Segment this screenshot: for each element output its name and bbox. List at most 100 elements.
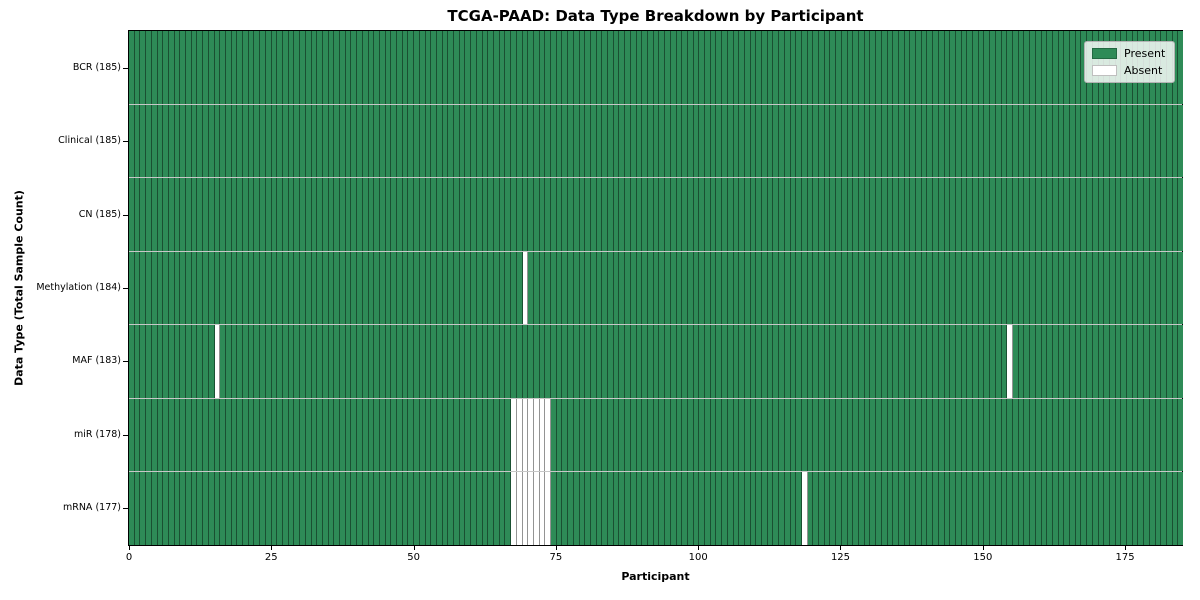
heatmap-cell	[311, 325, 318, 398]
heatmap-cell	[482, 398, 489, 472]
heatmap-cell	[294, 251, 301, 325]
heatmap-cell	[699, 472, 706, 546]
heatmap-cell	[1018, 472, 1025, 546]
heatmap-cell	[568, 325, 574, 398]
heatmap-cell	[1047, 325, 1053, 398]
heatmap-cell	[328, 104, 335, 178]
heatmap-cell	[642, 325, 648, 398]
heatmap-cell	[613, 472, 620, 546]
heatmap-cell	[665, 31, 671, 104]
heatmap-cell	[288, 178, 295, 251]
heatmap-cell	[1081, 104, 1088, 178]
heatmap-cell	[870, 251, 877, 325]
heatmap-cell	[260, 325, 266, 398]
heatmap-cell	[311, 104, 318, 178]
x-tick-label: 150	[973, 552, 993, 563]
heatmap-cell	[625, 398, 631, 472]
heatmap-cell	[830, 178, 837, 251]
chart-title: TCGA-PAAD: Data Type Breakdown by Partic…	[447, 7, 864, 25]
heatmap-cell	[619, 251, 626, 325]
heatmap-cell	[590, 178, 597, 251]
heatmap-cell	[305, 251, 312, 325]
heatmap-cell	[693, 398, 700, 472]
heatmap-cell	[471, 398, 477, 472]
heatmap-cell	[288, 472, 295, 546]
heatmap-cell	[1064, 325, 1071, 398]
heatmap-cell	[630, 398, 637, 472]
heatmap-cell	[670, 31, 677, 104]
heatmap-cell	[248, 251, 255, 325]
heatmap-cell	[665, 178, 671, 251]
heatmap-cell	[750, 104, 757, 178]
heatmap-cell	[1092, 472, 1099, 546]
heatmap-cell	[499, 31, 506, 104]
heatmap-cell	[984, 251, 991, 325]
heatmap-cell	[568, 472, 574, 546]
heatmap-cell	[146, 398, 152, 472]
heatmap-cell	[801, 398, 808, 472]
heatmap-cell	[665, 398, 671, 472]
heatmap-cell	[237, 398, 244, 472]
heatmap-cell	[186, 398, 192, 472]
x-tick-label: 25	[264, 552, 278, 563]
heatmap-cell	[334, 472, 341, 546]
heatmap-cell	[482, 31, 489, 104]
heatmap-cell	[1155, 398, 1162, 472]
heatmap-cell	[739, 472, 745, 546]
heatmap-cell	[328, 472, 335, 546]
legend-label: Absent	[1124, 64, 1163, 77]
heatmap-cell	[1058, 31, 1065, 104]
heatmap-cell	[716, 31, 723, 104]
heatmap-cell	[225, 251, 232, 325]
heatmap-cell	[237, 472, 244, 546]
heatmap-cell	[505, 31, 512, 104]
heatmap-cell	[545, 251, 552, 325]
heatmap-cell	[1024, 472, 1031, 546]
heatmap-cell	[248, 472, 255, 546]
heatmap-cell	[665, 325, 671, 398]
heatmap-cell	[767, 104, 774, 178]
heatmap-cell	[1172, 178, 1179, 251]
heatmap-cell	[1172, 251, 1179, 325]
heatmap-cell	[739, 178, 745, 251]
heatmap-row	[129, 472, 1184, 546]
heatmap-cell	[756, 104, 763, 178]
heatmap-cell	[248, 398, 255, 472]
heatmap-cell	[659, 104, 666, 178]
heatmap-cell	[984, 472, 991, 546]
heatmap-cell	[1035, 104, 1042, 178]
heatmap-cell	[186, 31, 192, 104]
heatmap-cell	[288, 251, 295, 325]
heatmap-cell	[528, 104, 534, 178]
heatmap-cell	[824, 251, 831, 325]
heatmap-cell	[157, 398, 164, 472]
heatmap-cell	[129, 178, 135, 251]
heatmap-cell	[630, 104, 637, 178]
heatmap-cell	[716, 325, 723, 398]
heatmap-cell	[328, 325, 335, 398]
heatmap-cell	[682, 472, 688, 546]
heatmap-cell	[374, 398, 380, 472]
heatmap-cell	[271, 472, 278, 546]
heatmap-cell	[328, 31, 335, 104]
heatmap-cell	[676, 178, 683, 251]
heatmap-cell	[762, 31, 768, 104]
heatmap-cell	[687, 472, 694, 546]
heatmap-cell	[801, 104, 808, 178]
heatmap-cell	[436, 325, 443, 398]
heatmap-row	[129, 251, 1184, 326]
heatmap-cell	[465, 251, 472, 325]
heatmap-cell	[163, 325, 169, 398]
heatmap-cell	[779, 398, 785, 472]
heatmap-cell	[260, 398, 266, 472]
heatmap-cell	[271, 104, 278, 178]
heatmap-cell	[448, 398, 455, 472]
heatmap-cell	[174, 398, 181, 472]
y-tick-mark	[123, 435, 128, 436]
heatmap-cell	[933, 31, 939, 104]
heatmap-cell	[887, 31, 894, 104]
heatmap-cell	[408, 472, 415, 546]
heatmap-cell	[243, 104, 249, 178]
y-tick-mark	[123, 68, 128, 69]
heatmap-cell	[465, 178, 472, 251]
